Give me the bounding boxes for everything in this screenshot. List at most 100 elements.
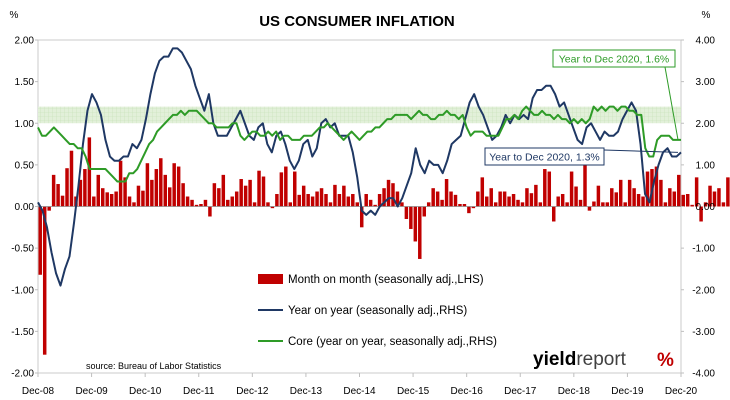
- bar-mom: [404, 206, 409, 219]
- annotation-text: Year to Dec 2020, 1.3%: [489, 152, 600, 164]
- right-tick-label: 0.00: [696, 202, 716, 213]
- bar-mom: [596, 185, 601, 207]
- right-tick-label: -1.00: [692, 244, 715, 255]
- bar-mom: [511, 194, 516, 207]
- bar-mom: [520, 202, 525, 207]
- x-tick-label: Dec-12: [236, 386, 269, 397]
- bar-mom: [458, 204, 462, 207]
- bar-mom: [293, 171, 297, 207]
- bar-mom: [583, 163, 587, 207]
- right-tick-label: 4.00: [696, 36, 716, 47]
- annotation-box: [552, 49, 676, 68]
- x-tick-label: Dec-09: [75, 386, 108, 397]
- bar-mom: [60, 195, 65, 207]
- bar-mom: [440, 199, 444, 207]
- bar-mom: [529, 193, 534, 207]
- bar-mom: [270, 206, 275, 209]
- bar-mom: [333, 184, 337, 207]
- bar-mom: [261, 176, 266, 207]
- x-tick-label: Dec-16: [451, 386, 484, 397]
- bar-mom: [556, 196, 560, 207]
- bar-mom: [623, 202, 627, 207]
- bar-mom: [217, 188, 221, 207]
- bar-mom: [717, 188, 721, 207]
- left-tick-label: -0.50: [11, 244, 34, 255]
- bar-mom: [569, 171, 574, 207]
- bar-mom: [306, 194, 310, 207]
- bar-series: [38, 137, 730, 355]
- bar-mom: [453, 194, 458, 207]
- bar-mom: [243, 185, 248, 207]
- left-tick-label: -1.00: [11, 285, 34, 296]
- source-note: source: Bureau of Labor Statistics: [86, 361, 222, 371]
- bar-mom: [297, 194, 301, 207]
- bar-mom: [351, 194, 355, 207]
- bar-mom: [592, 201, 596, 207]
- bar-mom: [87, 137, 92, 207]
- x-axis: Dec-08 Dec-09 Dec-10 Dec-11 Dec-12 Dec-13 Dec-…: [22, 373, 698, 397]
- bar-mom: [507, 196, 511, 207]
- annotation-text: Year to Dec 2020, 1.6%: [559, 54, 670, 66]
- bar-mom: [694, 177, 699, 207]
- bar-mom: [257, 170, 261, 207]
- bar-mom: [266, 202, 270, 207]
- bar-mom: [136, 185, 141, 207]
- bar-mom: [467, 206, 471, 214]
- bar-mom: [409, 206, 413, 229]
- right-tick-label: 1.00: [696, 160, 716, 171]
- annotation-leader: [603, 149, 679, 153]
- bar-mom: [248, 179, 252, 207]
- x-tick-label: Dec-17: [504, 386, 537, 397]
- bar-mom: [38, 206, 42, 275]
- bar-mom: [578, 199, 583, 207]
- bar-mom: [610, 188, 614, 207]
- bar-mom: [359, 206, 364, 228]
- bar-mom: [485, 196, 489, 207]
- bar-mom: [708, 185, 712, 207]
- bar-mom: [525, 188, 529, 207]
- bar-mom: [42, 206, 47, 355]
- bar-mom: [373, 204, 377, 207]
- bar-mom: [614, 192, 618, 207]
- bar-mom: [185, 196, 190, 207]
- bar-mom: [92, 196, 96, 207]
- bar-mom: [194, 204, 199, 207]
- bar-mom: [422, 206, 426, 217]
- bar-mom: [435, 191, 440, 207]
- bar-mom: [346, 196, 351, 207]
- bar-mom: [69, 150, 74, 207]
- bar-mom: [301, 185, 306, 207]
- bar-mom: [444, 179, 449, 207]
- bar-mom: [167, 187, 172, 207]
- bar-mom: [574, 186, 578, 207]
- bar-mom: [601, 202, 605, 207]
- x-tick-label: Dec-15: [397, 386, 430, 397]
- bar-mom: [310, 196, 315, 207]
- bar-mom: [275, 194, 279, 207]
- bar-mom: [560, 194, 565, 207]
- headline-yoy-line: [37, 47, 682, 287]
- bar-mom: [132, 202, 136, 207]
- bar-mom: [395, 191, 400, 207]
- bar-mom: [234, 191, 239, 207]
- bar-mom: [368, 199, 373, 207]
- bar-mom: [677, 174, 681, 207]
- bar-mom: [118, 160, 123, 207]
- right-axis: -4.00 -3.00 -2.00 -1.00 0.00 1.00 2.00 3.00 4.00: [681, 36, 715, 380]
- x-tick-label: Dec-18: [558, 386, 591, 397]
- legend-label: Month on month (seasonally adj.,LHS): [288, 274, 484, 286]
- bar-mom: [252, 202, 257, 207]
- bar-mom: [96, 174, 101, 207]
- legend: Month on month (seasonally adj.,LHS) Year…: [258, 274, 497, 348]
- left-axis: -2.00 -1.50 -1.00 -0.50 0.00 0.50 1.00 1.50 2.00: [11, 36, 38, 380]
- x-tick-label: Dec-10: [129, 386, 162, 397]
- bar-mom: [377, 194, 382, 207]
- bar-mom: [668, 188, 672, 207]
- bar-mom: [493, 202, 498, 207]
- bar-mom: [101, 188, 105, 207]
- bar-mom: [190, 199, 194, 207]
- annotation-leader: [664, 66, 679, 140]
- bar-mom: [534, 184, 538, 207]
- annotation-core: Year to Dec 2020, 1.6%: [552, 49, 679, 140]
